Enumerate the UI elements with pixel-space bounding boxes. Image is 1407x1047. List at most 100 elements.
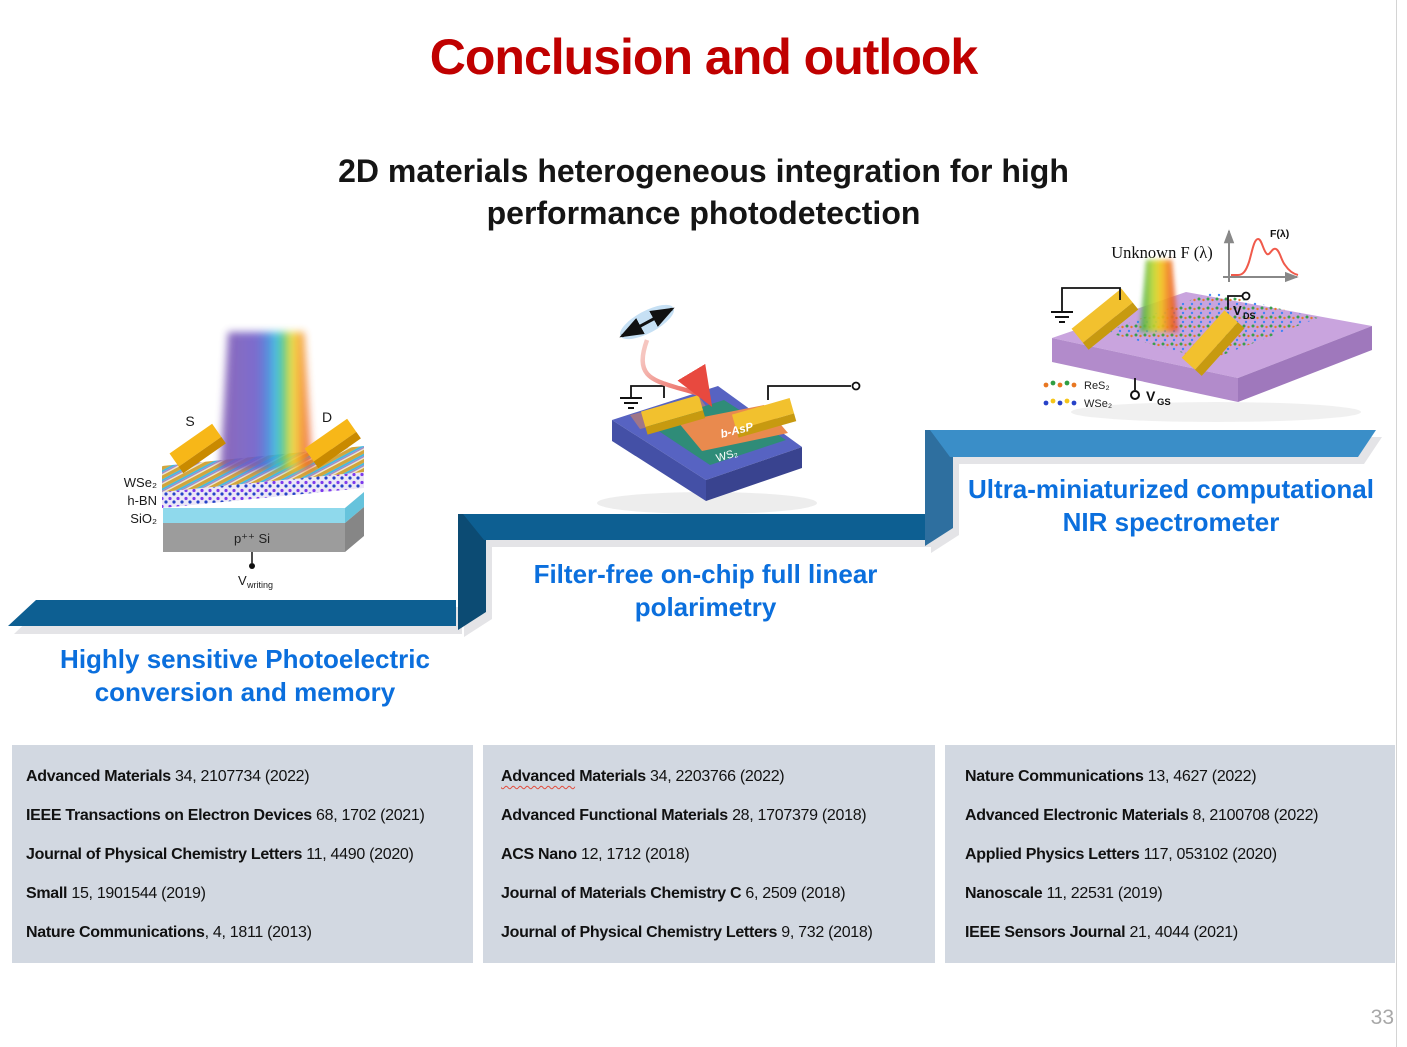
journal-name: Advanced Functional Materials	[501, 807, 728, 824]
journal-name: ACS Nano	[501, 846, 577, 863]
output-terminal	[851, 381, 861, 391]
vds-label: V	[1233, 303, 1242, 318]
citation-detail: 11, 4490 (2020)	[302, 846, 414, 863]
ground-symbol	[1051, 311, 1073, 323]
vgs-terminal	[1130, 390, 1140, 400]
incident-light-label: Unknown F (λ)	[1111, 243, 1213, 262]
citation-detail: 13, 4627 (2022)	[1143, 768, 1257, 785]
page-number: 33	[1370, 1006, 1394, 1029]
step-bar-2	[463, 514, 925, 540]
citation-detail: 68, 1702 (2021)	[311, 807, 425, 824]
slide-edge-line	[1396, 0, 1397, 1047]
drain-electrode-label: D	[322, 409, 332, 425]
citation-detail: 21, 4044 (2021)	[1125, 924, 1238, 941]
reference-item: ACS Nano 12, 1712 (2018)	[501, 835, 935, 874]
step-bar-3	[930, 430, 1376, 457]
subtitle: 2D materials heterogeneous integration f…	[0, 150, 1407, 234]
journal-name: Nature Communications	[26, 924, 205, 941]
incident-light-arrow	[640, 339, 713, 407]
journal-name: Journal of Physical Chemistry Letters	[501, 924, 778, 941]
reference-item: Advanced Electronic Materials 8, 2100708…	[965, 796, 1395, 835]
heading-line: NIR spectrometer	[1062, 507, 1280, 537]
reference-item: Advanced Materials 34, 2203766 (2022)	[501, 757, 935, 796]
reference-item: Advanced Materials 34, 2107734 (2022)	[26, 757, 473, 796]
citation-detail: 34, 2203766 (2022)	[645, 768, 785, 785]
vds-terminal	[1241, 291, 1251, 301]
spellcheck-word: Advanced	[501, 768, 576, 785]
wse2-label: WSe₂	[124, 475, 157, 490]
subtitle-line-1: 2D materials heterogeneous integration f…	[338, 153, 1069, 189]
reference-item: Nature Communications 13, 4627 (2022)	[965, 757, 1395, 796]
vwriting-sub-label: writing	[246, 580, 273, 590]
heading-line: polarimetry	[634, 592, 777, 622]
spectrum-plot: F(λ)	[1223, 228, 1299, 283]
legend-wse2: WSe₂	[1043, 398, 1112, 410]
spectrometer-device-figure: Unknown F (λ) F(λ)	[1043, 228, 1372, 422]
reference-item: Small 15, 1901544 (2019)	[26, 874, 473, 913]
citation-detail: 34, 2107734 (2022)	[170, 768, 310, 785]
memory-device-figure: S D WSe₂ h-BN SiO₂ p⁺⁺ Si V writing	[124, 332, 364, 590]
citation-detail: 9, 732 (2018)	[777, 924, 873, 941]
hbn-layer	[162, 472, 364, 508]
journal-name: Advanced Electronic Materials	[965, 807, 1189, 824]
staircase-graphic	[8, 430, 1382, 637]
heading-line: Highly sensitive Photoelectric	[60, 644, 430, 674]
section-heading-memory: Highly sensitive Photoelectric conversio…	[10, 643, 480, 709]
section-heading-polarimetry: Filter-free on-chip full linear polarime…	[478, 558, 933, 624]
rainbow-beam	[220, 332, 312, 470]
heading-line: conversion and memory	[94, 677, 396, 707]
rainbow-beam	[1140, 260, 1178, 332]
reference-item: Nanoscale 11, 22531 (2019)	[965, 874, 1395, 913]
legend-res2: ReS₂	[1043, 380, 1110, 392]
spectrometer-electrode-right	[1181, 310, 1245, 376]
journal-name: IEEE Transactions on Electron Devices	[26, 807, 312, 824]
spectrum-curve	[1231, 237, 1299, 276]
vds-sub-label: DS	[1243, 311, 1256, 321]
section-heading-spectrometer: Ultra-miniaturized computational NIR spe…	[938, 473, 1404, 539]
reference-box-3: Nature Communications 13, 4627 (2022) Ad…	[945, 745, 1395, 963]
reference-item: Nature Communications, 4, 1811 (2013)	[26, 913, 473, 952]
source-electrode	[169, 423, 226, 474]
step-riser-2	[925, 430, 953, 546]
reference-item: Journal of Physical Chemistry Letters 9,…	[501, 913, 935, 952]
journal-name: Journal of Materials Chemistry C	[501, 885, 742, 902]
heading-line: Ultra-miniaturized computational	[968, 474, 1374, 504]
citation-detail: 117, 053102 (2020)	[1139, 846, 1277, 863]
substrate-label: p⁺⁺ Si	[234, 531, 270, 546]
spectrometer-electrode-left	[1071, 288, 1139, 350]
reference-item: Journal of Materials Chemistry C 6, 2509…	[501, 874, 935, 913]
polarization-arrow	[619, 307, 675, 338]
citation-detail: , 4, 1811 (2013)	[204, 924, 312, 941]
sio2-label: SiO₂	[130, 511, 157, 526]
ws2-sheet-label: WS₂	[715, 447, 739, 465]
journal-name: IEEE Sensors Journal	[965, 924, 1126, 941]
journal-name: Journal of Physical Chemistry Letters	[26, 846, 303, 863]
journal-name: Small	[26, 885, 68, 902]
hbn-label: h-BN	[127, 493, 157, 508]
source-electrode-label: S	[185, 413, 194, 429]
reference-item: Applied Physics Letters 117, 053102 (202…	[965, 835, 1395, 874]
citation-detail: 6, 2509 (2018)	[741, 885, 846, 902]
citation-detail: 28, 1707379 (2018)	[727, 807, 867, 824]
step-bar-1	[8, 600, 456, 626]
vgs-sub-label: GS	[1157, 397, 1171, 408]
drain-electrode	[304, 418, 361, 469]
spectrum-label: F(λ)	[1270, 228, 1289, 240]
reference-box-1: Advanced Materials 34, 2107734 (2022) IE…	[12, 745, 473, 963]
journal-name: Nanoscale	[965, 885, 1043, 902]
subtitle-line-2: performance photodetection	[486, 195, 921, 231]
page-title: Conclusion and outlook	[429, 29, 978, 85]
citation-detail: 8, 2100708 (2022)	[1188, 807, 1319, 824]
reference-item: IEEE Sensors Journal 21, 4044 (2021)	[965, 913, 1395, 952]
journal-name: Advanced Materials	[26, 768, 171, 785]
journal-name: Applied Physics Letters	[965, 846, 1140, 863]
vgs-label: V	[1146, 388, 1156, 404]
silicon-substrate	[163, 523, 345, 552]
sio2-layer	[163, 508, 345, 523]
heading-line: Filter-free on-chip full linear	[533, 559, 878, 589]
reference-item: Journal of Physical Chemistry Letters 11…	[26, 835, 473, 874]
legend-res2-label: ReS₂	[1084, 380, 1110, 392]
legend-wse2-label: WSe₂	[1084, 398, 1112, 410]
